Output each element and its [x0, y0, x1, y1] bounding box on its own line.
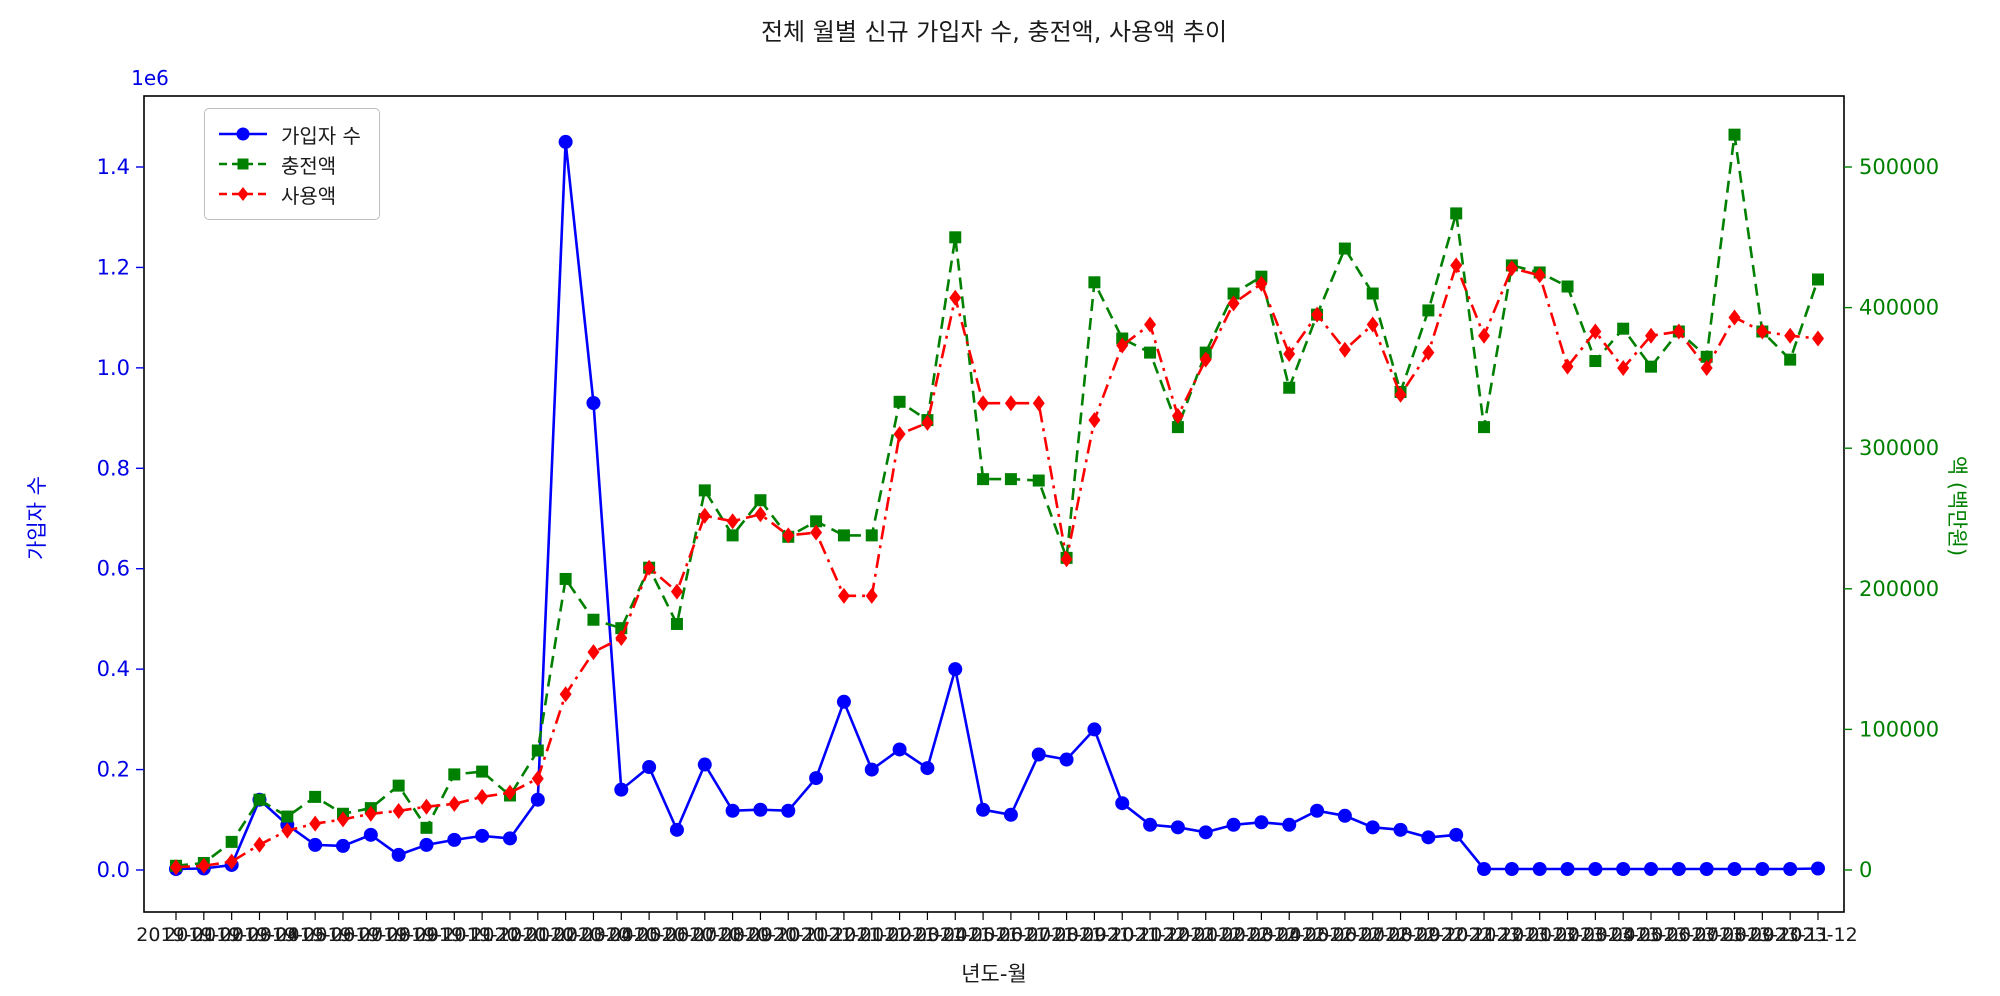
svg-text:2023-05: 2023-05 [1583, 924, 1662, 946]
svg-text:2023-06: 2023-06 [1611, 924, 1690, 946]
svg-text:2020-07: 2020-07 [637, 924, 716, 946]
svg-text:2023-02: 2023-02 [1500, 924, 1579, 946]
svg-text:2023-09: 2023-09 [1695, 924, 1774, 946]
legend-circle-marker-icon [219, 127, 267, 141]
svg-text:2020-04: 2020-04 [554, 924, 633, 946]
legend-item-2: 사용액 [217, 179, 361, 209]
svg-text:2021-09: 2021-09 [1027, 924, 1106, 946]
svg-text:2022-09: 2022-09 [1361, 924, 1440, 946]
chart-title: 전체 월별 신규 가입자 수, 충전액, 사용액 추이 [760, 18, 1228, 46]
legend-label: 충전액 [281, 153, 337, 178]
svg-text:400000: 400000 [1859, 296, 1939, 320]
legend-item-0: 가입자 수 [217, 119, 361, 149]
svg-text:2022-05: 2022-05 [1250, 924, 1329, 946]
svg-text:0: 0 [1859, 858, 1872, 882]
legend-item-1: 충전액 [217, 149, 361, 179]
svg-text:2022-07: 2022-07 [1305, 924, 1384, 946]
svg-text:1.4: 1.4 [97, 155, 130, 179]
svg-text:2019-10: 2019-10 [387, 924, 466, 946]
svg-text:0.4: 0.4 [97, 657, 130, 681]
svg-text:2021-08: 2021-08 [999, 924, 1078, 946]
svg-text:2023-11: 2023-11 [1750, 924, 1829, 946]
svg-text:2022-04: 2022-04 [1222, 924, 1301, 946]
left-axis-label: 가입자 수 [25, 476, 49, 560]
svg-text:2022-01: 2022-01 [1138, 924, 1217, 946]
svg-text:2020-09: 2020-09 [693, 924, 772, 946]
svg-text:2020-08: 2020-08 [665, 924, 744, 946]
svg-text:2023-04: 2023-04 [1556, 924, 1635, 946]
svg-text:2019-12: 2019-12 [442, 924, 521, 946]
svg-text:100000: 100000 [1859, 717, 1939, 741]
svg-text:2019-04: 2019-04 [220, 924, 299, 946]
svg-text:500000: 500000 [1859, 155, 1939, 179]
svg-text:2022-02: 2022-02 [1166, 924, 1245, 946]
svg-text:2019-03: 2019-03 [192, 924, 271, 946]
legend-label: 가입자 수 [281, 123, 361, 148]
svg-text:2019-11: 2019-11 [415, 924, 494, 946]
svg-text:0.0: 0.0 [97, 858, 130, 882]
svg-text:2021-05: 2021-05 [916, 924, 995, 946]
svg-text:2019-08: 2019-08 [331, 924, 410, 946]
right-axis-label: 액 (백만원) [1945, 455, 1969, 557]
svg-text:2019-09: 2019-09 [359, 924, 438, 946]
svg-text:200000: 200000 [1859, 577, 1939, 601]
svg-text:2020-12: 2020-12 [776, 924, 855, 946]
svg-text:2023-07: 2023-07 [1639, 924, 1718, 946]
svg-text:2022-03: 2022-03 [1194, 924, 1273, 946]
svg-text:2023-01: 2023-01 [1472, 924, 1551, 946]
svg-text:2023-03: 2023-03 [1528, 924, 1607, 946]
svg-text:2022-12: 2022-12 [1444, 924, 1523, 946]
svg-text:2023-12: 2023-12 [1778, 924, 1857, 946]
svg-text:2021-01: 2021-01 [804, 924, 883, 946]
legend-label: 사용액 [281, 183, 337, 208]
svg-text:2021-10: 2021-10 [1055, 924, 1134, 946]
svg-text:300000: 300000 [1859, 436, 1939, 460]
svg-text:0.8: 0.8 [97, 456, 130, 480]
svg-text:2021-04: 2021-04 [888, 924, 967, 946]
svg-text:2022-06: 2022-06 [1277, 924, 1356, 946]
svg-text:2021-02: 2021-02 [832, 924, 911, 946]
svg-text:2020-02: 2020-02 [498, 924, 577, 946]
svg-text:2021-06: 2021-06 [943, 924, 1022, 946]
svg-text:2020-03: 2020-03 [526, 924, 605, 946]
svg-text:2021-07: 2021-07 [971, 924, 1050, 946]
svg-text:2023-10: 2023-10 [1723, 924, 1802, 946]
svg-text:2022-11: 2022-11 [1417, 924, 1496, 946]
svg-text:2022-08: 2022-08 [1333, 924, 1412, 946]
svg-text:2019-06: 2019-06 [275, 924, 354, 946]
svg-text:1.2: 1.2 [97, 255, 130, 279]
svg-text:2020-06: 2020-06 [609, 924, 688, 946]
svg-text:0.6: 0.6 [97, 557, 130, 581]
svg-text:2021-03: 2021-03 [860, 924, 939, 946]
svg-text:2019-02: 2019-02 [164, 924, 243, 946]
legend-square-marker-icon [219, 158, 267, 170]
svg-text:2020-11: 2020-11 [749, 924, 828, 946]
left-axis-offset-label: 1e6 [131, 66, 169, 90]
svg-text:2019-01: 2019-01 [136, 924, 215, 946]
svg-text:2021-12: 2021-12 [1110, 924, 1189, 946]
svg-text:2019-07: 2019-07 [303, 924, 382, 946]
svg-text:2022-10: 2022-10 [1389, 924, 1468, 946]
svg-text:2020-01: 2020-01 [470, 924, 549, 946]
svg-text:2020-10: 2020-10 [721, 924, 800, 946]
svg-text:1.0: 1.0 [97, 356, 130, 380]
x-axis-label: 년도-월 [961, 962, 1027, 986]
svg-text:0.2: 0.2 [97, 758, 130, 782]
svg-text:2019-05: 2019-05 [248, 924, 327, 946]
svg-text:2020-05: 2020-05 [582, 924, 661, 946]
svg-text:2021-11: 2021-11 [1083, 924, 1162, 946]
svg-text:2023-08: 2023-08 [1667, 924, 1746, 946]
legend-diamond-marker-icon [219, 187, 267, 201]
